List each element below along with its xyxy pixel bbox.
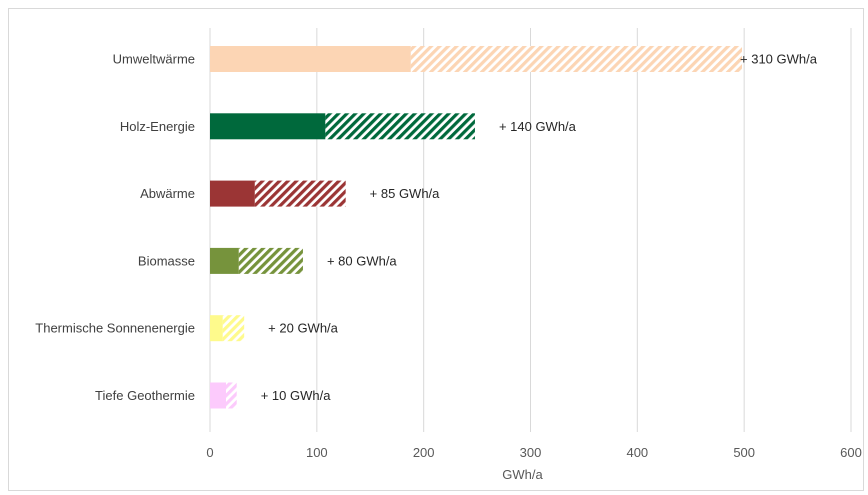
x-tick-label: 500 (733, 445, 755, 460)
category-label: Tiefe Geothermie (95, 388, 195, 403)
gridlines (209, 28, 852, 432)
bar-increase (222, 315, 245, 342)
bar-increase (226, 382, 237, 409)
bar-current (210, 180, 255, 207)
x-tick-label: 200 (413, 445, 435, 460)
x-tick-label: 100 (306, 445, 328, 460)
bar-current (210, 382, 227, 409)
data-label: + 10 GWh/a (261, 388, 331, 403)
bar-increase (238, 247, 303, 274)
data-label: + 80 GWh/a (327, 253, 397, 268)
x-tick-labels: 0 100 200 300 400 500 600 (206, 445, 861, 460)
data-label: + 140 GWh/a (499, 119, 577, 134)
x-tick-label: 400 (626, 445, 648, 460)
bars (210, 46, 743, 409)
x-tick-label: 600 (840, 445, 862, 460)
data-label: + 310 GWh/a (740, 52, 818, 67)
x-tick-label: 300 (520, 445, 542, 460)
data-label: + 85 GWh/a (370, 186, 440, 201)
category-label: Biomasse (138, 253, 195, 268)
bar-current (210, 113, 326, 140)
bar-current (210, 315, 223, 342)
category-label: Abwärme (140, 186, 195, 201)
data-labels: + 310 GWh/a + 140 GWh/a + 85 GWh/a + 80 GWh… (261, 52, 818, 404)
bar-increase (410, 46, 743, 72)
chart-frame (8, 8, 864, 491)
data-label: + 20 GWh/a (268, 321, 338, 336)
bar-increase (325, 113, 475, 140)
bar-increase (254, 180, 346, 207)
category-label: Umweltwärme (113, 52, 195, 67)
category-labels: Umweltwärme Holz-Energie Abwärme Biomasse Th… (35, 52, 195, 404)
bar-current (210, 46, 411, 72)
x-tick-label: 0 (206, 445, 213, 460)
x-axis-title: GWh/a (502, 467, 543, 482)
category-label: Thermische Sonnenenergie (35, 321, 195, 336)
bar-current (210, 247, 239, 274)
category-label: Holz-Energie (120, 119, 195, 134)
